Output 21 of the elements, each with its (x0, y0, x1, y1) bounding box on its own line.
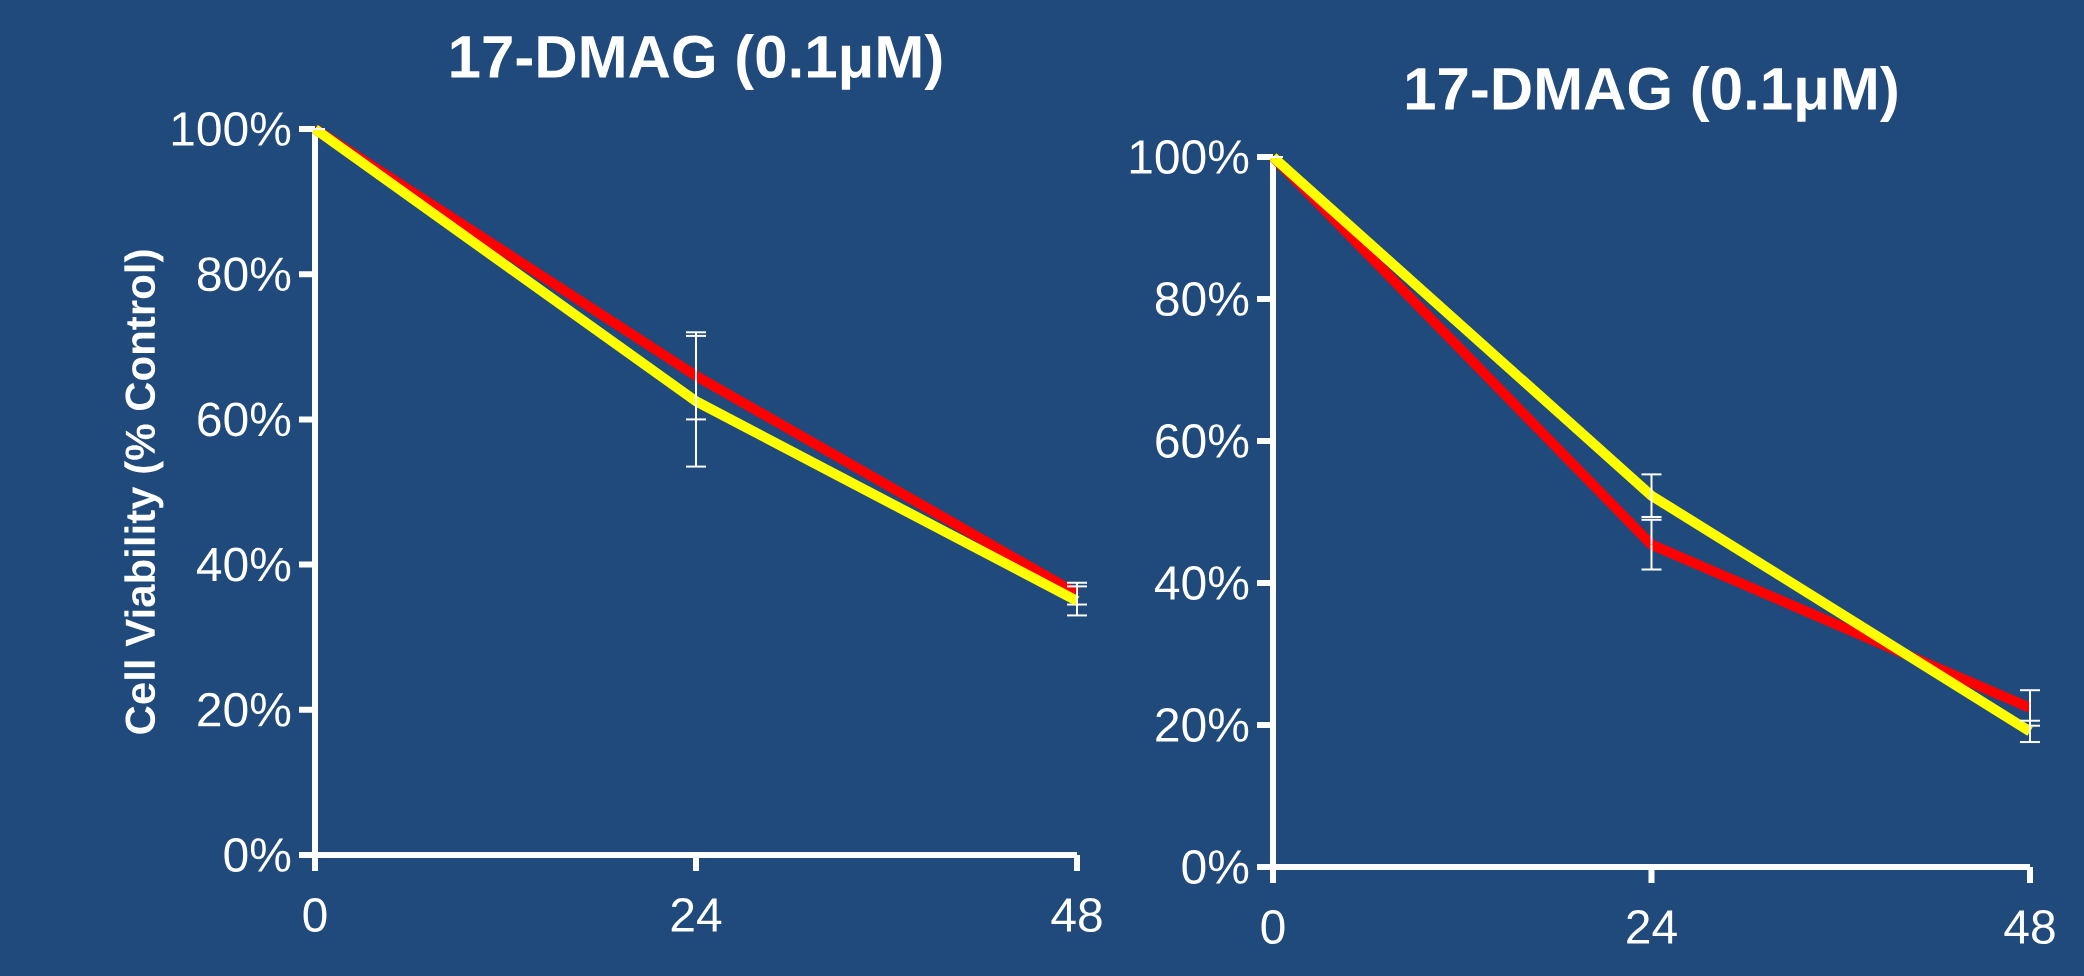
y-tick-label: 40% (196, 547, 291, 582)
y-tick-label: 80% (1155, 282, 1249, 316)
x-tick-label: 48 (1051, 898, 1102, 933)
y-tick-label: 80% (197, 257, 291, 292)
y-tick-label: 100% (172, 112, 291, 146)
y-tick-label: 20% (198, 692, 291, 727)
x-tick-label: 0 (303, 898, 327, 933)
x-tick-label: 0 (1261, 910, 1285, 945)
x-tick-label: 24 (671, 898, 722, 932)
y-tick-label: 20% (1156, 708, 1249, 742)
chart-title: 17-DMAG (0.1μM) (1406, 66, 1897, 122)
y-tick-label: 100% (1130, 140, 1249, 174)
y-axis-title: Cell Viability (% Control) (124, 250, 164, 734)
y-tick-label: 60% (198, 402, 291, 437)
x-tick-label: 24 (1627, 910, 1677, 944)
y-tick-label: 60% (1156, 424, 1249, 458)
y-tick-label: 0% (224, 838, 291, 872)
x-tick-label: 48 (2004, 910, 2055, 945)
chart-title: 17-DMAG (0.1μM) (451, 34, 942, 90)
y-tick-label: 40% (1154, 566, 1249, 600)
y-tick-label: 0% (1182, 850, 1249, 884)
